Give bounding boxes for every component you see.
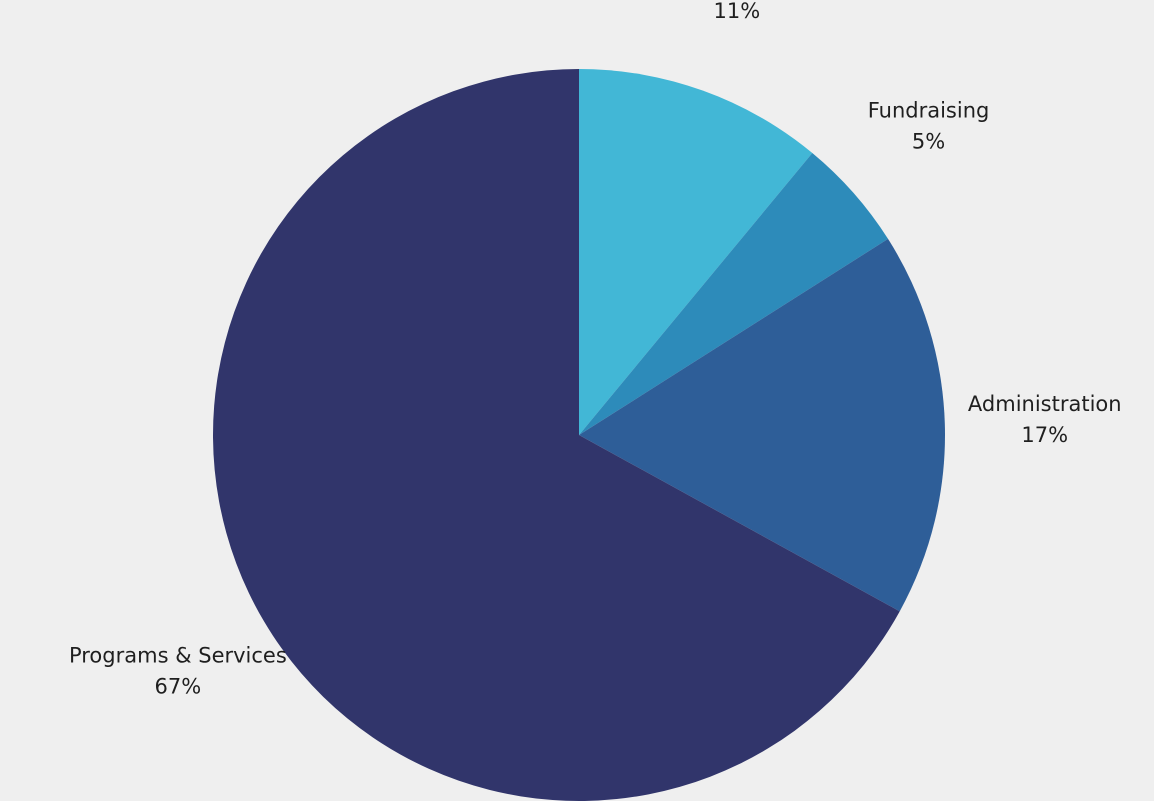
pie-slice-administration [579,238,945,612]
slice-value-facilities: 11% [714,0,761,23]
slice-label-fundraising: Fundraising [868,98,990,122]
pie-labels: Facilities11%Fundraising5%Administration… [69,0,1122,699]
pie-slice-fundraising [579,152,889,435]
pie-slices [212,69,945,801]
slice-label-programs-and-services: Programs & Services [69,644,287,668]
slice-value-administration: 17% [1021,423,1068,447]
slice-value-fundraising: 5% [912,129,945,153]
slice-label-administration: Administration [968,392,1122,416]
slice-value-programs-and-services: 67% [155,675,202,699]
pie-slice-programs-and-services [212,69,900,801]
pie-slice-facilities [579,69,813,435]
